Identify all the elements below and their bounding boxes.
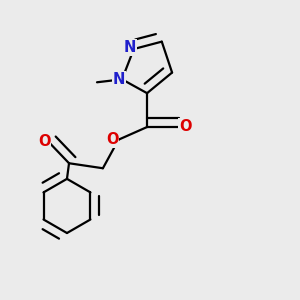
- Text: N: N: [123, 40, 136, 55]
- Text: N: N: [113, 72, 125, 87]
- Text: O: O: [179, 118, 192, 134]
- Text: O: O: [106, 132, 118, 147]
- Text: O: O: [38, 134, 50, 149]
